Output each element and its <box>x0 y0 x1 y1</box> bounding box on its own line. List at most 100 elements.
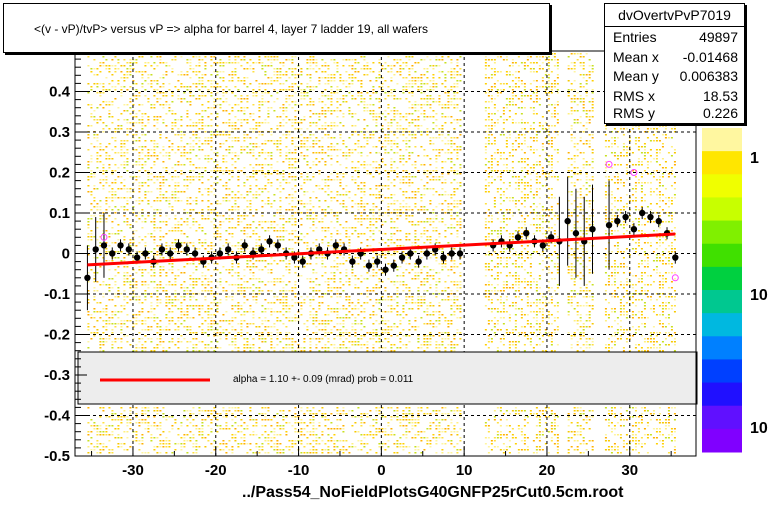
heat-cell <box>315 452 318 454</box>
heat-cell <box>207 251 210 253</box>
heat-cell <box>120 155 123 157</box>
heat-cell <box>375 98 378 100</box>
heat-cell <box>309 179 312 181</box>
heat-cell <box>207 344 210 346</box>
heat-cell <box>294 218 297 220</box>
heat-cell <box>324 293 327 295</box>
heat-cell <box>309 338 312 340</box>
heat-cell <box>381 239 384 241</box>
heat-cell <box>159 269 162 271</box>
heat-cell <box>354 98 357 100</box>
heat-cell <box>99 452 102 454</box>
heat-cell <box>174 242 177 244</box>
heat-cell <box>282 53 285 55</box>
heat-cell <box>87 179 90 181</box>
heat-cell <box>102 83 105 85</box>
heat-cell <box>147 185 150 187</box>
heat-cell <box>96 86 99 88</box>
heat-cell <box>123 179 126 181</box>
heat-cell <box>192 317 195 319</box>
heat-cell <box>150 317 153 319</box>
heat-cell <box>288 317 291 319</box>
heat-cell <box>174 134 177 136</box>
heat-cell <box>204 311 207 313</box>
heat-cell <box>240 239 243 241</box>
heat-cell <box>141 113 144 115</box>
heat-cell <box>102 170 105 172</box>
heat-cell <box>321 221 324 223</box>
heat-cell <box>105 326 108 328</box>
heat-cell <box>120 341 123 343</box>
heat-cell <box>90 218 93 220</box>
heat-cell <box>207 410 210 412</box>
heat-cell <box>147 257 150 259</box>
heat-cell <box>216 227 219 229</box>
heat-cell <box>231 176 234 178</box>
heat-cell <box>345 194 348 196</box>
heat-cell <box>339 428 342 430</box>
heat-cell <box>396 245 399 247</box>
heat-cell <box>228 200 231 202</box>
heat-cell <box>282 230 285 232</box>
heat-cell <box>189 101 192 103</box>
heat-cell <box>381 341 384 343</box>
heat-cell <box>237 302 240 304</box>
heat-cell <box>141 119 144 121</box>
heat-cell <box>123 110 126 112</box>
heat-cell <box>174 248 177 250</box>
heat-cell <box>267 56 270 58</box>
heat-cell <box>351 113 354 115</box>
heat-cell <box>291 68 294 70</box>
heat-cell <box>249 185 252 187</box>
heat-cell <box>165 296 168 298</box>
heat-cell <box>387 332 390 334</box>
heat-cell <box>378 347 381 349</box>
heat-cell <box>291 233 294 235</box>
heat-cell <box>189 437 192 439</box>
heat-cell <box>177 98 180 100</box>
heat-cell <box>351 272 354 274</box>
heat-cell <box>279 140 282 142</box>
heat-cell <box>369 221 372 223</box>
heat-cell <box>255 80 258 82</box>
heat-cell <box>336 125 339 127</box>
heat-cell <box>165 167 168 169</box>
heat-cell <box>120 407 123 409</box>
heat-cell <box>207 284 210 286</box>
heat-cell <box>330 86 333 88</box>
heat-cell <box>240 437 243 439</box>
heat-cell <box>321 65 324 67</box>
heat-cell <box>120 176 123 178</box>
heat-cell <box>162 341 165 343</box>
heat-cell <box>312 416 315 418</box>
heat-cell <box>342 290 345 292</box>
heat-cell <box>384 347 387 349</box>
heat-cell <box>246 86 249 88</box>
heat-cell <box>162 92 165 94</box>
heat-cell <box>342 113 345 115</box>
heat-cell <box>357 203 360 205</box>
heat-cell <box>267 281 270 283</box>
heat-cell <box>150 179 153 181</box>
heat-cell <box>186 452 189 454</box>
heat-cell <box>210 242 213 244</box>
heat-cell <box>186 113 189 115</box>
heat-cell <box>168 284 171 286</box>
heat-cell <box>270 107 273 109</box>
heat-cell <box>171 95 174 97</box>
heat-cell <box>390 218 393 220</box>
heat-cell <box>201 59 204 61</box>
heat-cell <box>201 290 204 292</box>
heat-cell <box>105 104 108 106</box>
heat-cell <box>396 62 399 64</box>
heat-cell <box>336 314 339 316</box>
heat-cell <box>135 434 138 436</box>
heat-cell <box>207 206 210 208</box>
heat-cell <box>159 221 162 223</box>
heat-cell <box>372 230 375 232</box>
heat-cell <box>300 74 303 76</box>
heat-cell <box>201 149 204 151</box>
heat-cell <box>384 443 387 445</box>
heat-cell <box>378 407 381 409</box>
heat-cell <box>327 95 330 97</box>
